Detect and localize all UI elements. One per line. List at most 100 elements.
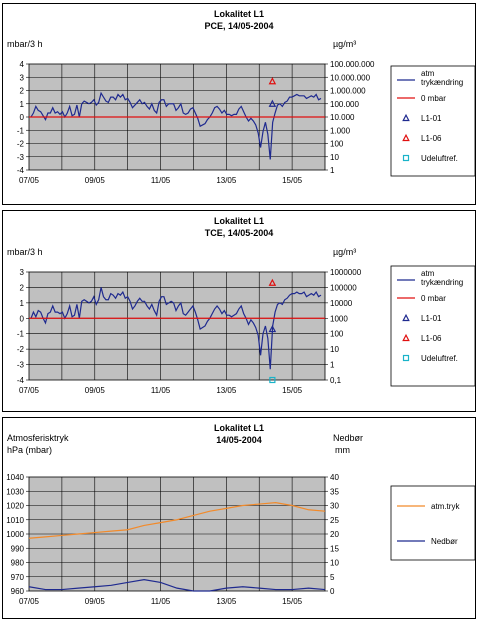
legend-label-atm-line1: atm [421,69,435,78]
y-axis-label-left: mbar/3 h [7,247,43,257]
y-tick-label-right: 1 [330,361,335,370]
y-tick-label-right: 100000 [330,283,357,292]
y-tick-label-left: -4 [17,166,25,175]
chart-panel-tce: Lokalitet L1 TCE, 14/05-2004 mbar/3 h µg/m³… [2,210,476,412]
y-tick-label-right: 100 [330,330,344,339]
legend-box [390,485,476,561]
y-tick-label-left: -1 [17,330,25,339]
legend-label: Nedbør [431,537,458,546]
y-axis-label-right: µg/m³ [333,247,356,257]
y-tick-label-right: 30 [330,502,339,511]
y-tick-label-right: 20 [330,530,339,539]
y-tick-label-right: 100.000.000 [330,60,375,69]
y-tick-label-left: -2 [17,345,25,354]
y-axis-label-left: Atmosferisktryk [7,433,69,443]
chart-subtitle: 14/05-2004 [216,435,262,445]
legend-label: 0 mbar [421,294,446,303]
chart-title: Lokalitet L1 [214,9,264,19]
y-tick-label-left: 2 [20,283,25,292]
x-tick-label: 11/05 [151,597,171,606]
legend-label: L1-06 [421,334,442,343]
y-tick-label-left: 1 [20,100,25,109]
y-tick-label-left: -1 [17,126,25,135]
x-tick-label: 11/05 [151,176,171,185]
y-tick-label-right: 1000 [330,314,348,323]
y-axis-label-left: mbar/3 h [7,39,43,49]
y-tick-label-left: -2 [17,140,25,149]
chart-subtitle: TCE, 14/05-2004 [205,228,274,238]
legend-label: 0 mbar [421,94,446,103]
chart-subtitle: PCE, 14/05-2004 [204,21,273,31]
legend-label: L1-06 [421,134,442,143]
legend-label-atm-line2: trykændring [421,78,463,87]
y-tick-label-right: 40 [330,473,339,482]
y-tick-label-right: 25 [330,516,339,525]
x-tick-label: 09/05 [85,176,106,185]
y-axis-label-right-unit: mm [335,445,350,455]
chart-panel-weather: Lokalitet L1 14/05-2004 Atmosferisktryk hPa… [2,417,476,619]
legend-label: Udeluftref. [421,354,458,363]
y-tick-label-right: 10 [330,345,339,354]
y-tick-label-left: 0 [20,113,25,122]
y-tick-label-left: -3 [17,361,25,370]
legend-label: atm.tryk [431,502,460,511]
y-tick-label-right: 10.000 [330,113,355,122]
y-tick-label-right: 0,1 [330,376,342,385]
y-tick-label-left: 3 [20,73,25,82]
series-nedbør-line [28,578,326,592]
y-tick-label-left: 980 [11,559,25,568]
y-tick-label-left: 1010 [6,516,24,525]
y-tick-label-left: 990 [11,544,25,553]
y-tick-label-right: 0 [330,587,335,596]
chart-title: Lokalitet L1 [214,423,264,433]
plot-area [28,271,326,381]
y-tick-label-left: 3 [20,268,25,277]
legend-label-atm-line1: atm [421,269,435,278]
y-tick-label-right: 1 [330,166,335,175]
y-tick-label-left: 1030 [6,487,24,496]
y-axis-label-right: Nedbør [333,433,363,443]
y-tick-label-right: 1.000.000 [330,87,366,96]
y-tick-label-right: 100 [330,140,344,149]
y-tick-label-right: 35 [330,487,339,496]
y-axis-label-left-unit: hPa (mbar) [7,445,52,455]
series-l1-06-marker [268,77,277,85]
y-tick-label-right: 15 [330,544,339,553]
legend-box [390,265,476,387]
x-tick-label: 13/05 [216,597,237,606]
y-tick-label-right: 1.000 [330,126,351,135]
x-tick-label: 07/05 [19,386,40,395]
legend-label: L1-01 [421,314,442,323]
x-tick-label: 07/05 [19,176,40,185]
y-tick-label-left: 970 [11,573,25,582]
x-tick-label: 13/05 [216,386,237,395]
legend-swatch [402,333,410,342]
y-tick-label-right: 5 [330,573,335,582]
y-tick-label-left: 960 [11,587,25,596]
y-tick-label-left: 0 [20,314,25,323]
series-l1-01-marker [268,324,277,333]
legend-label: Udeluftref. [421,154,458,163]
y-tick-label-right: 1000000 [330,268,362,277]
y-tick-label-left: 4 [20,60,25,69]
y-tick-label-right: 10000 [330,299,353,308]
series-udeluftref--marker [269,376,276,384]
y-tick-label-left: 1000 [6,530,24,539]
y-tick-label-left: 2 [20,87,25,96]
chart-title: Lokalitet L1 [214,216,264,226]
series-atm-tryk-line [28,502,326,539]
chart-tce: Lokalitet L1 TCE, 14/05-2004 mbar/3 h µg/m³… [7,216,476,395]
y-tick-label-left: -3 [17,153,25,162]
legend-label-atm-line2: trykændring [421,278,463,287]
y-tick-label-right: 100.000 [330,100,359,109]
y-tick-label-left: -4 [17,376,25,385]
legend-swatch [402,154,410,162]
y-axis-label-right: µg/m³ [333,39,356,49]
chart-panel-pce: Lokalitet L1 PCE, 14/05-2004 mbar/3 h µg/m³… [2,3,476,205]
x-tick-label: 09/05 [85,386,106,395]
y-tick-label-left: 1020 [6,502,24,511]
y-tick-label-left: 1040 [6,473,24,482]
y-tick-label-right: 10 [330,559,339,568]
x-tick-label: 09/05 [85,597,106,606]
chart-weather: Lokalitet L1 14/05-2004 Atmosferisktryk hPa… [6,423,476,606]
